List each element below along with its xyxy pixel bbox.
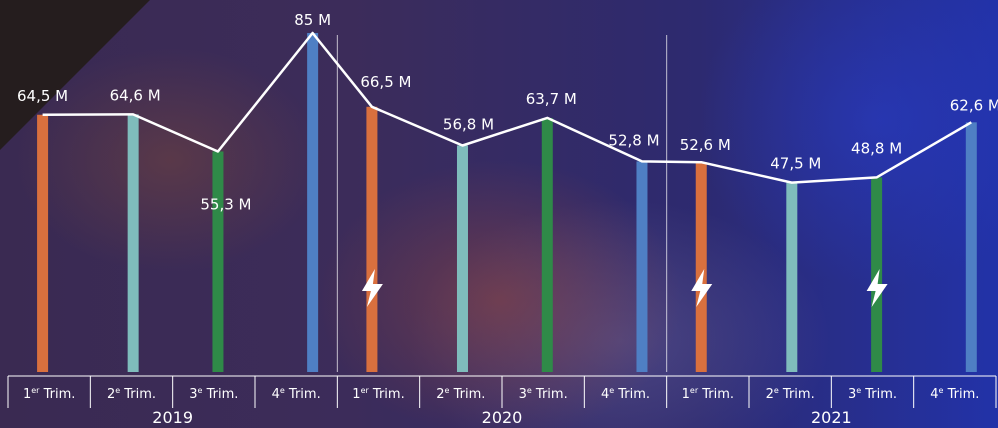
tick-label: 4e Trim. — [930, 386, 979, 402]
data-label: 47,5 M — [770, 155, 821, 173]
data-label: 56,8 M — [443, 115, 494, 133]
bar — [127, 114, 139, 373]
lightning-icon — [361, 269, 383, 307]
data-label: 63,7 M — [526, 90, 577, 108]
bar — [366, 106, 378, 373]
data-label: 85 M — [294, 11, 331, 29]
tick-label: 1er Trim. — [352, 386, 404, 402]
tick-label: 4e Trim. — [601, 386, 650, 402]
tick-label: 3e Trim. — [519, 386, 568, 402]
bar — [541, 117, 553, 373]
lightning-icons — [361, 269, 888, 307]
tick-label: 3e Trim. — [189, 386, 238, 402]
bar — [636, 161, 648, 372]
bar — [307, 33, 319, 372]
tick-label: 1er Trim. — [23, 386, 75, 402]
corner-decoration — [0, 0, 150, 150]
bar — [212, 151, 224, 372]
data-label: 52,6 M — [680, 136, 731, 154]
year-label: 2021 — [811, 408, 852, 427]
year-label: 2020 — [482, 408, 523, 427]
data-label: 64,5 M — [17, 87, 68, 105]
lightning-icon — [866, 269, 888, 307]
lightning-icon — [691, 269, 713, 307]
data-label: 64,6 M — [110, 86, 161, 104]
bar — [37, 114, 49, 373]
tick-label: 4e Trim. — [272, 386, 321, 402]
bars — [37, 33, 977, 373]
trend-line-path — [42, 31, 972, 184]
data-label: 62,6 M — [950, 96, 998, 114]
data-label: 66,5 M — [360, 73, 411, 91]
data-label: 52,8 M — [608, 131, 659, 149]
tick-label: 2e Trim. — [107, 386, 156, 402]
bar — [456, 145, 468, 372]
bar — [695, 162, 707, 372]
tick-label: 2e Trim. — [766, 386, 815, 402]
bar — [965, 122, 977, 372]
tick-label: 3e Trim. — [848, 386, 897, 402]
x-axis: 1er Trim. 2e Trim. 3e Trim. 4e Trim. 1er Tri… — [7, 375, 997, 427]
bar — [786, 182, 798, 372]
tick-label: 2e Trim. — [436, 386, 485, 402]
value-labels: 64,5 M 64,6 M 55,3 M 85 M 66,5 M 56,8 M 63,7 M… — [17, 11, 998, 213]
tick-label: 1er Trim. — [682, 386, 734, 402]
data-label: 55,3 M — [200, 195, 251, 213]
year-separators — [336, 35, 668, 372]
data-label: 48,8 M — [851, 139, 902, 157]
trend-line — [42, 31, 972, 184]
year-label: 2019 — [152, 408, 193, 427]
